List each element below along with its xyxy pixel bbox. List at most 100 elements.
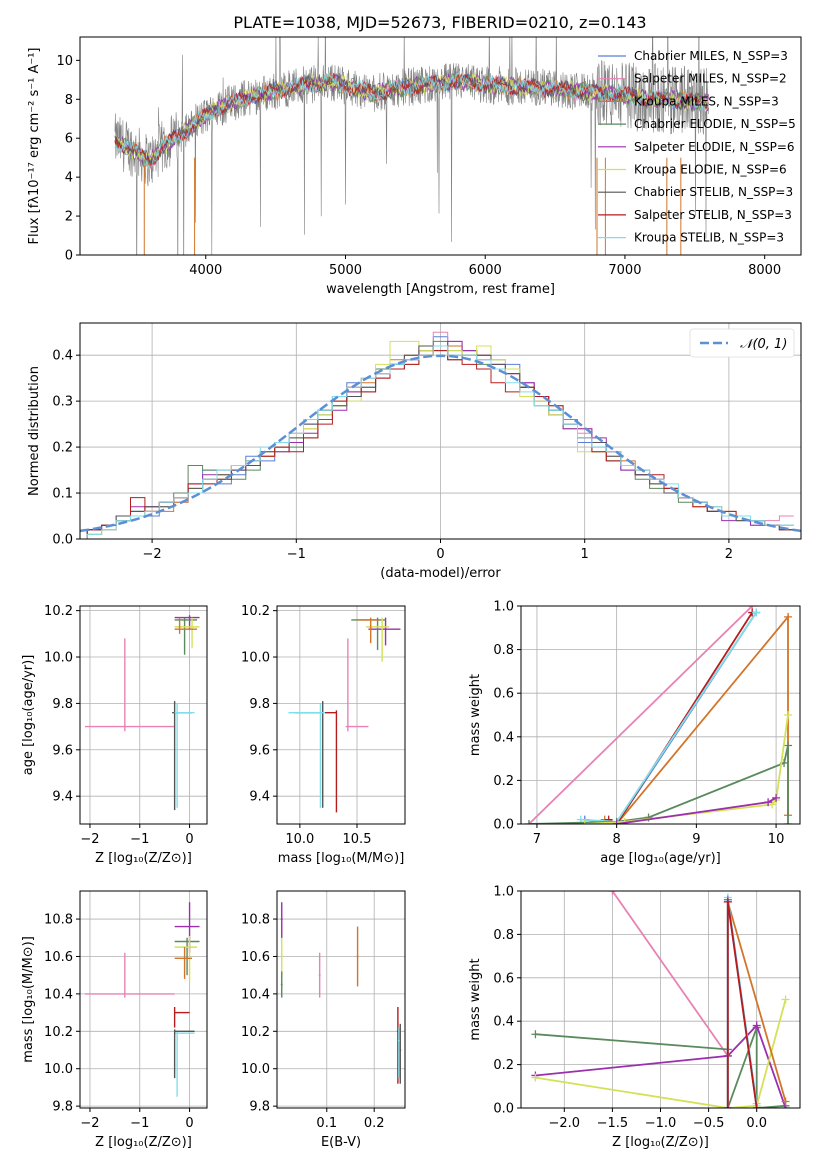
x-tick-label: 0 — [436, 547, 444, 562]
panel-spectrum: 0 2 4 6 8 10 4000 5000 6000 7000 8000 wavelength [A… — [27, 36, 802, 297]
weight-point-marker — [723, 897, 732, 906]
axes-frame — [79, 605, 208, 825]
y-tick-label: 10.2 — [44, 1025, 73, 1040]
y-tick-label: 10.0 — [44, 651, 73, 666]
x-tick-label: −2 — [80, 1116, 99, 1131]
y-tick-label: 10.6 — [44, 950, 73, 965]
y-tick-label: 10.2 — [241, 604, 270, 619]
x-tick-label: 10 — [768, 832, 785, 847]
x-axis-label: Z [log₁₀(Z/Z⊙)] — [95, 851, 192, 866]
weight-point-marker — [612, 820, 621, 824]
legend-entry: Kroupa ELODIE, N_SSP=6 — [634, 163, 787, 177]
panel-weight-vs-age: 0.0 0.2 0.4 0.6 0.8 1.0 7 8 9 10 age [log₁₀(age/yr… — [468, 600, 801, 866]
legend-entry: Kroupa STELIB, N_SSP=3 — [634, 231, 784, 245]
axes-frame — [276, 605, 406, 825]
plot-area — [521, 891, 800, 1108]
y-tick-label: 0.0 — [493, 818, 514, 833]
legend-entry: Salpeter ELODIE, N_SSP=6 — [634, 140, 795, 154]
weight-line — [528, 606, 753, 824]
x-tick-label: 0.2 — [364, 1116, 385, 1131]
y-tick-label: 10.6 — [241, 950, 270, 965]
residual-legend: 𝒩(0, 1) — [689, 328, 795, 358]
y-tick-label: 10.0 — [241, 1062, 270, 1077]
plot-area — [80, 606, 207, 824]
panel-weight-vs-Z: 0.0 0.2 0.4 0.6 0.8 1.0 −2.0 −1.5 −1.0 −0.5 0.0 Z [… — [468, 885, 801, 1150]
y-tick-label: 0.4 — [52, 349, 73, 364]
x-tick-label: 4000 — [189, 263, 222, 278]
x-tick-label: 2 — [725, 547, 733, 562]
plot-area — [277, 891, 405, 1108]
axes-frame — [520, 605, 801, 825]
x-tick-label: −2.0 — [549, 1116, 581, 1131]
axes-frame — [276, 890, 406, 1109]
legend-entry: Chabrier MILES, N_SSP=3 — [634, 49, 788, 63]
residual-histogram — [86, 345, 794, 539]
y-axis-label: mass weight — [468, 674, 483, 756]
legend-entry: Kroupa MILES, N_SSP=3 — [634, 94, 779, 108]
y-axis-label: mass weight — [468, 958, 483, 1040]
x-tick-label: 10.5 — [343, 832, 372, 847]
y-tick-label: 9.6 — [249, 743, 270, 758]
x-tick-label: −0.5 — [693, 1116, 725, 1131]
panel-mass-vs-EBV: 9.8 10.0 10.2 10.4 10.6 10.8 0.1 0.2E(B-V) — [241, 890, 406, 1150]
x-tick-label: 6000 — [469, 263, 502, 278]
plot-area — [80, 323, 801, 539]
weight-point-marker — [580, 820, 589, 824]
y-tick-label: 0.8 — [493, 643, 514, 658]
weight-point-marker — [752, 1021, 761, 1030]
y-tick-label: 0.2 — [493, 774, 514, 789]
x-tick-label: 0 — [185, 1116, 193, 1131]
y-tick-label: 10.2 — [241, 1025, 270, 1040]
x-tick-label: 1 — [581, 547, 589, 562]
y-tick-label: 10 — [56, 54, 73, 69]
x-tick-label: 0 — [185, 832, 193, 847]
weight-point-marker — [752, 608, 761, 617]
y-tick-label: 10.4 — [241, 987, 270, 1002]
x-tick-label: 7000 — [608, 263, 641, 278]
x-axis-label: E(B-V) — [321, 1135, 361, 1150]
weight-point-marker — [784, 741, 793, 750]
y-tick-label: 0.2 — [52, 441, 73, 456]
legend-entry: Chabrier ELODIE, N_SSP=5 — [634, 117, 796, 131]
x-tick-label: 0.1 — [316, 1116, 337, 1131]
y-tick-label: 10.0 — [44, 1062, 73, 1077]
y-tick-label: 0.1 — [52, 487, 73, 502]
panel-mass-vs-Z: 9.8 10.0 10.2 10.4 10.6 10.8 −2 −1 0 Z [log₁₀(Z/Z… — [21, 890, 208, 1150]
x-tick-label: −2 — [80, 832, 99, 847]
weight-point-marker — [752, 1104, 761, 1108]
plot-area — [114, 37, 709, 255]
model-spectrum-line — [114, 71, 709, 171]
weight-line — [611, 891, 729, 1057]
legend-entry: 𝒩(0, 1) — [740, 337, 787, 352]
y-tick-label: 0 — [65, 249, 73, 264]
panel-residuals: 0.0 0.1 0.2 0.3 0.4 −2 −1 0 1 2 (data-model)/error… — [27, 322, 802, 581]
y-tick-label: 0.0 — [52, 533, 73, 548]
y-tick-label: 0.6 — [493, 971, 514, 986]
x-tick-label: 5000 — [329, 263, 362, 278]
legend-entry: Salpeter STELIB, N_SSP=3 — [634, 208, 792, 222]
y-tick-label: 0.6 — [493, 687, 514, 702]
panel-age-vs-mass: 9.4 9.6 9.8 10.0 10.2 10.0 10.5 mass [log₁₀(M/M… — [241, 604, 406, 866]
y-tick-label: 0.4 — [493, 1015, 514, 1030]
figure-title: PLATE=1038, MJD=52673, FIBERID=0210, z=0… — [233, 13, 646, 32]
weight-point-marker — [784, 612, 793, 621]
x-tick-label: −1 — [287, 547, 306, 562]
weight-point-marker — [781, 1097, 790, 1106]
x-tick-label: 8000 — [748, 263, 781, 278]
y-axis-label: Flux [fλ10⁻¹⁷ erg cm⁻² s⁻¹ A⁻¹] — [27, 48, 42, 245]
x-axis-label: mass [log₁₀(M/M⊙)] — [278, 851, 405, 866]
y-tick-label: 9.4 — [52, 790, 73, 805]
y-tick-label: 0.3 — [52, 395, 73, 410]
x-axis-label: age [log₁₀(age/yr)] — [600, 851, 721, 866]
weight-point-marker — [784, 711, 793, 719]
weight-point-marker — [784, 820, 793, 824]
weight-point-marker — [764, 798, 773, 807]
y-tick-label: 1.0 — [493, 600, 514, 615]
legend-entry: Chabrier STELIB, N_SSP=3 — [634, 185, 793, 199]
x-tick-label: 10.0 — [285, 832, 314, 847]
y-tick-label: 1.0 — [493, 885, 514, 900]
weight-point-marker — [608, 891, 617, 895]
plot-area — [80, 891, 207, 1108]
y-tick-label: 9.8 — [52, 697, 73, 712]
